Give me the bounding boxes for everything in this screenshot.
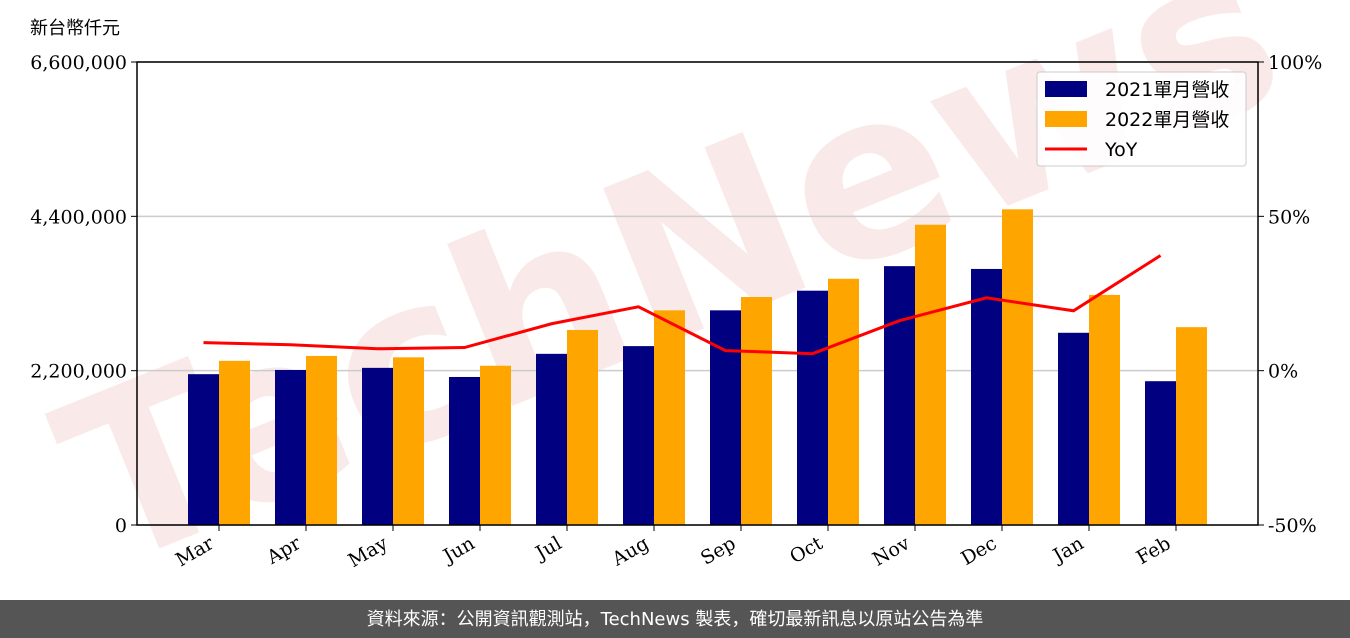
bar xyxy=(393,357,424,525)
bar xyxy=(219,360,250,525)
footer-text: 資料來源：公開資訊觀測站，TechNews 製表，確切最新訊息以原站公告為準 xyxy=(367,609,984,630)
bar xyxy=(971,268,1002,525)
y-tick-label: 0 xyxy=(115,515,127,537)
legend-box xyxy=(1036,71,1247,167)
x-tick-label: Nov xyxy=(869,532,914,571)
bar xyxy=(654,310,685,525)
x-tick-label: Feb xyxy=(1133,532,1175,569)
x-tick-label: Jun xyxy=(438,532,479,568)
bar xyxy=(449,376,480,525)
bar xyxy=(710,310,741,525)
bar xyxy=(362,367,393,525)
x-tick-label: Sep xyxy=(697,532,740,569)
bar xyxy=(275,369,306,525)
bar xyxy=(915,224,946,525)
y-tick-label: 6,600,000 xyxy=(30,52,127,74)
y2-tick-label: -50% xyxy=(1268,515,1317,537)
legend-swatch xyxy=(1045,111,1087,127)
bar xyxy=(1002,209,1033,525)
y2-tick-label: 0% xyxy=(1268,361,1298,383)
plot-frame xyxy=(136,61,1259,526)
y-axis-label: 新台幣仟元 xyxy=(30,18,120,39)
y2-tick-label: 100% xyxy=(1268,52,1322,74)
bar xyxy=(567,329,598,525)
x-tick-label: Dec xyxy=(957,532,1000,570)
legend-label: YoY xyxy=(1104,139,1138,161)
y-tick-label: 4,400,000 xyxy=(30,206,127,228)
bar xyxy=(797,290,828,525)
bar xyxy=(480,365,511,525)
bar xyxy=(188,374,219,525)
yoy-line xyxy=(203,254,1162,356)
legend-swatch xyxy=(1045,81,1087,97)
legend-label: 2021單月營收 xyxy=(1105,79,1229,101)
bar xyxy=(1145,381,1176,525)
x-tick-label: Jul xyxy=(530,532,565,565)
y-tick-label: 2,200,000 xyxy=(30,361,127,383)
x-tick-label: Aug xyxy=(608,532,653,571)
bar xyxy=(306,355,337,525)
bar xyxy=(536,353,567,525)
bar xyxy=(828,278,859,525)
bar xyxy=(884,266,915,525)
bar xyxy=(1089,294,1120,525)
x-tick-label: Oct xyxy=(786,532,827,568)
bar xyxy=(1058,332,1089,525)
bar xyxy=(1176,327,1207,525)
bar xyxy=(741,297,772,525)
footer-bar xyxy=(0,600,1350,638)
x-tick-label: Jan xyxy=(1048,532,1088,568)
x-tick-label: May xyxy=(345,532,392,572)
legend-label: 2022單月營收 xyxy=(1105,109,1229,131)
y2-tick-label: 50% xyxy=(1268,206,1310,228)
bar xyxy=(623,346,654,525)
